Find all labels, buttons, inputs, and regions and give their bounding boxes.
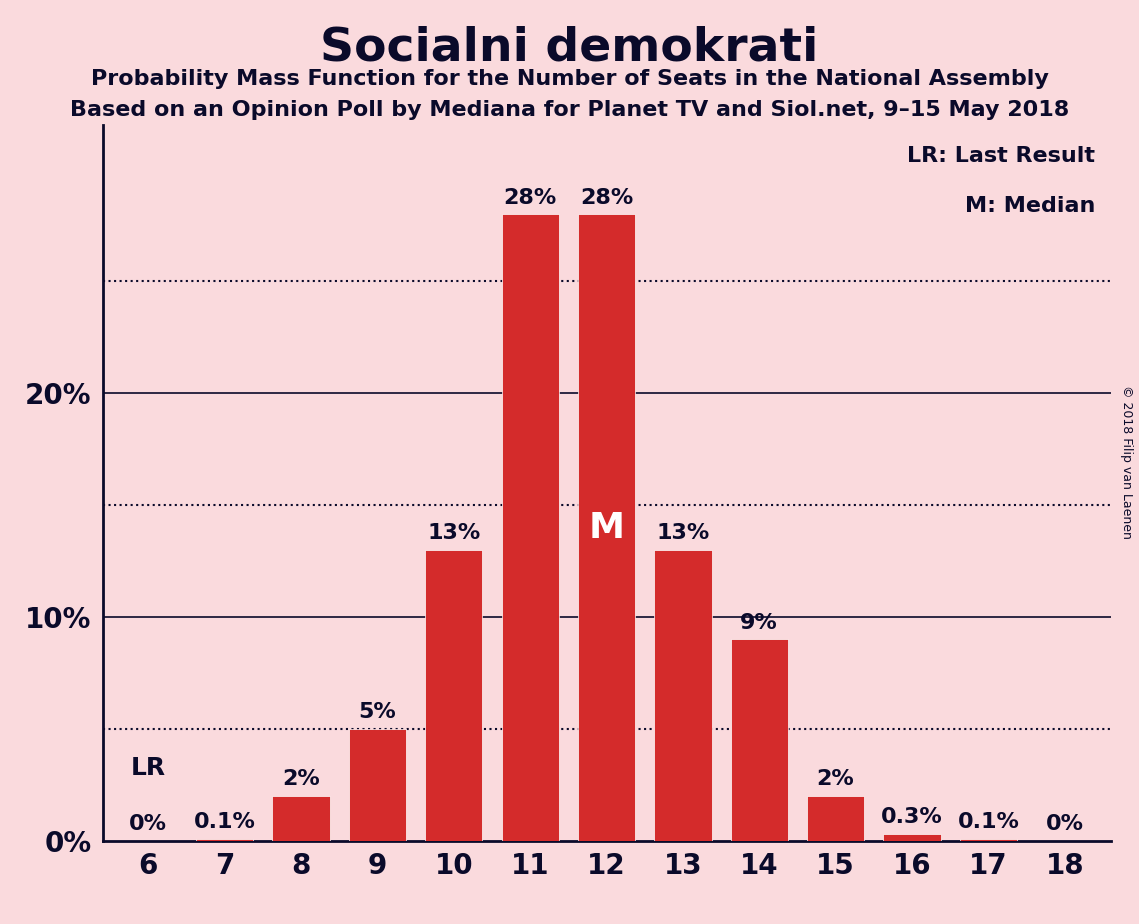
Text: 2%: 2% [282,770,320,789]
Bar [806,796,865,841]
Bar [960,839,1017,841]
Text: 28%: 28% [503,188,557,208]
Bar [884,834,941,841]
Bar [196,839,253,841]
Text: 0.1%: 0.1% [194,812,255,832]
Text: LR: LR [131,756,166,780]
Bar [425,550,483,841]
Text: 0%: 0% [1046,814,1083,834]
Text: Socialni demokrati: Socialni demokrati [320,26,819,71]
Bar [272,796,329,841]
Text: 9%: 9% [740,613,778,633]
Text: 0%: 0% [130,814,167,834]
Text: 2%: 2% [817,770,854,789]
Text: Probability Mass Function for the Number of Seats in the National Assembly: Probability Mass Function for the Number… [91,69,1048,90]
Text: © 2018 Filip van Laenen: © 2018 Filip van Laenen [1121,385,1133,539]
Bar [349,729,407,841]
Text: 5%: 5% [359,702,396,723]
Bar [730,639,788,841]
Text: 28%: 28% [580,188,633,208]
Text: 0.3%: 0.3% [882,808,943,827]
Text: LR: Last Result: LR: Last Result [908,146,1096,166]
Text: 0.1%: 0.1% [958,812,1019,832]
Text: 13%: 13% [427,523,481,543]
Text: M: M [589,511,624,544]
Text: M: Median: M: Median [965,197,1096,216]
Text: Based on an Opinion Poll by Mediana for Planet TV and Siol.net, 9–15 May 2018: Based on an Opinion Poll by Mediana for … [69,100,1070,120]
Bar [501,214,559,841]
Bar [654,550,712,841]
Text: 13%: 13% [656,523,710,543]
Bar [577,214,636,841]
